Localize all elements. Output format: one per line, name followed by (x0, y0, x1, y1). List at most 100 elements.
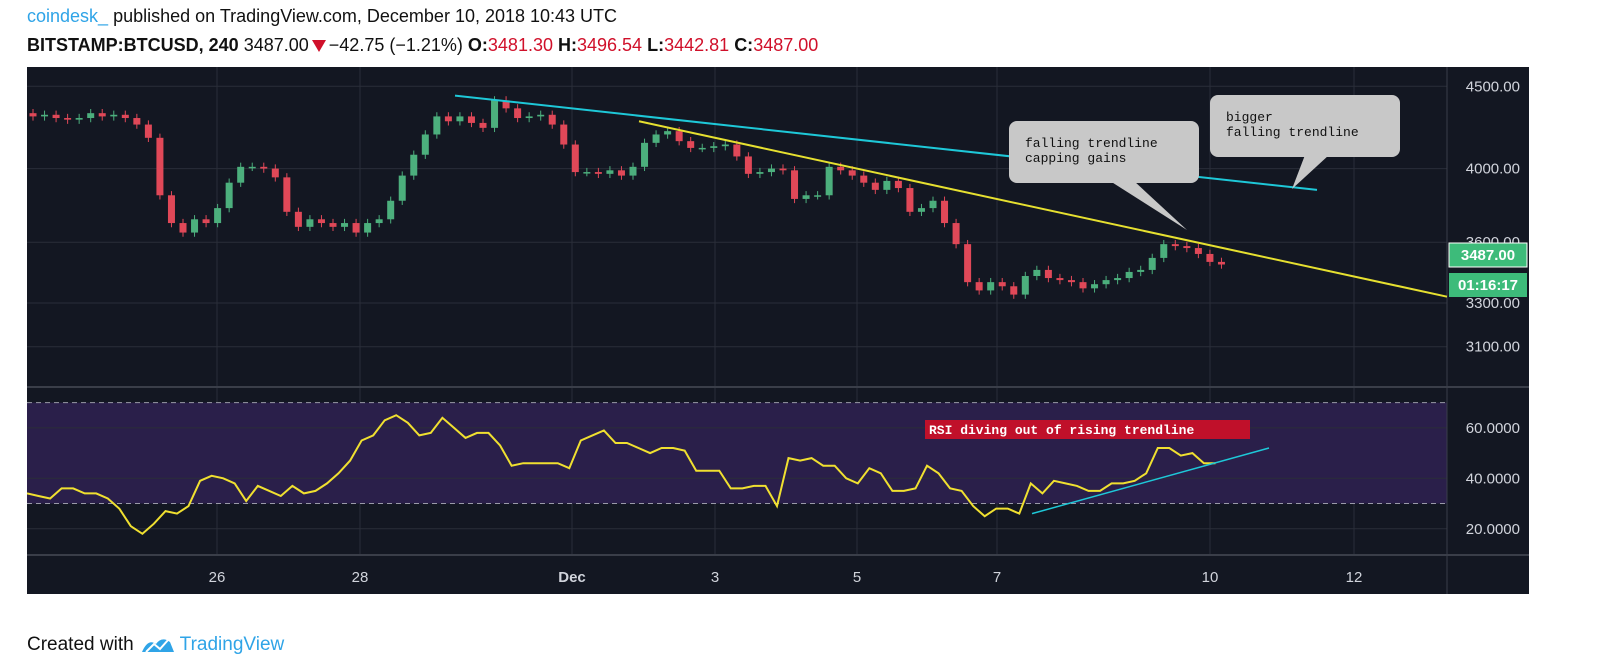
low-value: 3442.81 (664, 35, 730, 55)
footer: Created with TradingView (27, 634, 284, 656)
callout-text: bigger (1226, 110, 1273, 125)
candle-body (687, 141, 695, 148)
author-link[interactable]: coindesk_ (27, 6, 109, 26)
candle-body (1137, 269, 1145, 272)
candle-body (110, 114, 118, 117)
candle-body (179, 223, 187, 233)
candle-body (329, 223, 337, 227)
candle-body (444, 116, 452, 122)
candle-body (364, 223, 372, 233)
candle-body (1217, 261, 1225, 265)
candle-body (410, 154, 418, 176)
candle-body (871, 182, 879, 190)
candle-body (917, 208, 925, 212)
candle-body (317, 219, 325, 224)
down-triangle-icon (311, 40, 326, 53)
candle-body (225, 182, 233, 209)
candle-body (1079, 282, 1087, 289)
candle-body (491, 100, 499, 128)
candle-body (617, 170, 625, 176)
candle-body (525, 116, 533, 119)
publish-line: coindesk_ published on TradingView.com, … (27, 6, 617, 27)
candle-body (537, 114, 545, 117)
candle-body (664, 131, 672, 135)
price-tick-label: 4500.00 (1466, 78, 1520, 95)
candle-body (1021, 276, 1029, 295)
close-value: 3487.00 (753, 35, 819, 55)
candle-body (156, 137, 164, 196)
callout-text: falling trendline (1226, 125, 1359, 140)
change-text: −42.75 (−1.21%) (328, 35, 463, 55)
candle-body (144, 124, 152, 138)
candle-body (41, 114, 49, 117)
time-tick-label: 7 (993, 569, 1001, 586)
candle-body (121, 114, 129, 119)
candle-body (1183, 246, 1191, 249)
callout-box (1210, 95, 1400, 157)
candle-body (1194, 248, 1202, 254)
candle-body (791, 170, 799, 199)
candle-body (98, 113, 106, 117)
candle-body (652, 134, 660, 143)
tradingview-link[interactable]: TradingView (179, 634, 285, 655)
candle-body (987, 282, 995, 291)
candle-body (479, 122, 487, 128)
time-tick-label: 12 (1346, 569, 1363, 586)
rsi-tick-label: 60.0000 (1466, 420, 1520, 437)
candle-body (964, 244, 972, 283)
time-tick-label: Dec (558, 569, 586, 586)
candle-body (260, 166, 268, 169)
rsi-annotation-text: RSI diving out of rising trendline (929, 423, 1194, 438)
candle-body (860, 175, 868, 183)
rsi-annotation: RSI diving out of rising trendline (925, 420, 1250, 439)
candle-body (1125, 271, 1133, 279)
rsi-annotation-bg (925, 420, 1250, 439)
candle-body (825, 166, 833, 196)
time-tick-label: 3 (711, 569, 719, 586)
candle-body (283, 177, 291, 212)
candle-body (1148, 257, 1156, 270)
callout-text: falling trendline (1025, 136, 1158, 151)
candle-body (1114, 278, 1122, 281)
candle-body (733, 144, 741, 157)
candle-body (271, 168, 279, 178)
candle-body (698, 147, 706, 150)
candle-body (433, 116, 441, 135)
tradingview-logo-icon (141, 639, 174, 653)
candle-body (214, 208, 222, 224)
rsi-tick-label: 40.0000 (1466, 470, 1520, 487)
high-label: H: (558, 35, 577, 55)
candle-body (1010, 286, 1018, 295)
candle-body (675, 131, 683, 142)
candle-body (929, 200, 937, 209)
candle-body (1044, 269, 1052, 279)
candle-body (456, 116, 464, 122)
last-price-tag: 3487.00 (1448, 242, 1528, 268)
candle-body (906, 188, 914, 212)
time-tick-label: 10 (1202, 569, 1219, 586)
candle-body (744, 156, 752, 174)
candle-body (998, 282, 1006, 287)
candle-body (375, 219, 383, 224)
callout-text: capping gains (1025, 151, 1126, 166)
candle-body (883, 180, 891, 190)
candle-body (571, 144, 579, 173)
candle-body (641, 142, 649, 167)
created-with-text: Created with (27, 634, 134, 655)
rsi-band (27, 402, 1447, 504)
candle-body (1160, 244, 1168, 258)
ohlc-line: BITSTAMP:BTCUSD, 240 3487.00 −42.75 (−1.2… (27, 35, 818, 56)
price-axis-background (1447, 67, 1529, 594)
candle-body (814, 195, 822, 197)
candle-body (467, 116, 475, 123)
countdown-tag-bg (1449, 273, 1527, 297)
candle-body (352, 223, 360, 233)
candle-body (502, 100, 510, 109)
price-tick-label: 4000.00 (1466, 161, 1520, 178)
candle-body (133, 118, 141, 125)
candle-body (1102, 280, 1110, 285)
candle-body (1091, 284, 1099, 289)
open-value: 3481.30 (487, 35, 553, 55)
